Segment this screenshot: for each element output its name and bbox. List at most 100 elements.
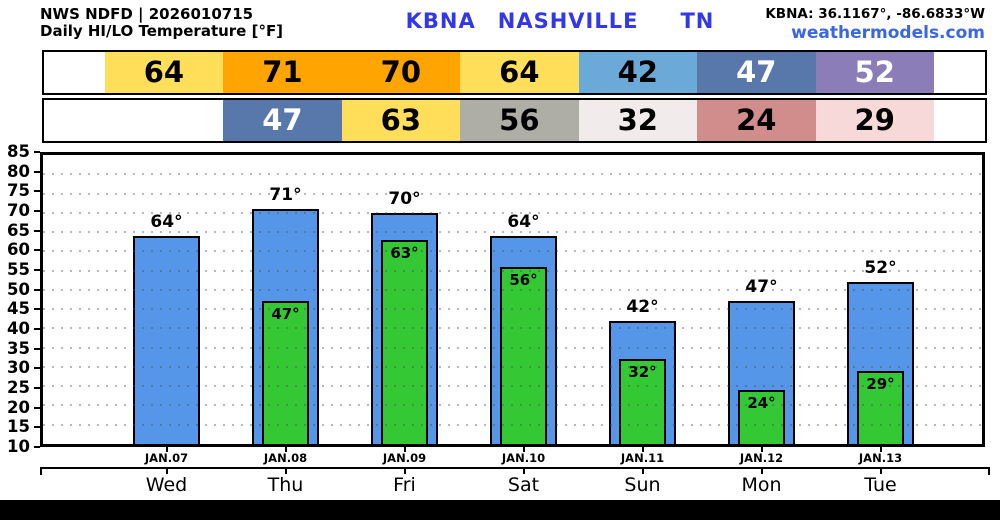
lo-strip-cell-3: 56 <box>460 100 579 141</box>
y-tick-mark-10 <box>34 446 40 448</box>
station-name: NASHVILLE <box>497 9 639 33</box>
hi-bar-JAN.07 <box>133 235 200 444</box>
lo-strip-cell-4: 32 <box>578 100 698 141</box>
day-axis-end-tick-left <box>40 467 42 475</box>
y-tick-mark-45 <box>34 308 40 311</box>
y-tick-label-50: 50 <box>7 279 30 299</box>
hi-strip-cell-0: 64 <box>104 52 224 93</box>
y-tick-label-35: 35 <box>7 338 30 358</box>
lo-bar-JAN.09: 63° <box>381 239 428 444</box>
y-tick-label-55: 55 <box>7 260 30 279</box>
hi-strip-cell-5: 47 <box>697 52 816 93</box>
footer-bar <box>0 500 1000 520</box>
date-tick-JAN.10 <box>522 447 525 452</box>
y-tick-mark-85 <box>34 151 40 153</box>
date-axis: JAN.07 JAN.08 JAN.09 JAN.10 JAN.11 JAN.12 JAN.… <box>43 447 982 467</box>
hi-bar-value-JAN.07: 64° <box>150 211 183 232</box>
lo-bar-value-JAN.11: 32° <box>628 363 657 382</box>
day-label-Tue: Tue <box>864 474 897 496</box>
y-tick-label-75: 75 <box>7 181 30 201</box>
y-axis: 85 80 75 70 65 60 55 50 45 40 35 30 25 20 15 10 <box>0 142 40 456</box>
date-label-JAN.09: JAN.09 <box>382 451 427 465</box>
day-tick-Wed <box>165 467 168 474</box>
y-tick-label-45: 45 <box>7 299 30 319</box>
chart-title: Daily HI/LO Temperature [°F] <box>40 22 284 40</box>
y-tick-mark-65 <box>34 229 40 232</box>
y-tick-mark-25 <box>34 387 40 389</box>
day-label-Mon: Mon <box>741 474 782 496</box>
station-code: KBNA <box>405 9 476 33</box>
lo-strip-cell-5: 24 <box>697 100 816 141</box>
day-label-Sun: Sun <box>624 474 661 496</box>
day-tick-Tue <box>879 467 882 474</box>
lo-bar-JAN.11: 32° <box>619 359 666 444</box>
hi-strip-lead-spacer <box>44 52 105 93</box>
day-label-Sat: Sat <box>507 474 540 496</box>
hi-strip-cell-4: 42 <box>578 52 698 93</box>
lo-bar-JAN.13: 29° <box>857 370 904 444</box>
header-left: NWS NDFD | 2026010715 Daily HI/LO Temper… <box>40 6 283 40</box>
bars-layer: 64° 71° 47° 70° 63° 64° 56° 42° 32° 47° 24° 52° 29° <box>43 155 982 444</box>
y-tick-mark-55 <box>34 269 40 271</box>
y-tick-mark-80 <box>34 170 40 173</box>
lo-bar-value-JAN.10: 56° <box>509 270 538 289</box>
day-label-Wed: Wed <box>145 474 188 496</box>
y-tick-label-60: 60 <box>7 240 30 260</box>
lo-strip-cell-0 <box>104 100 224 141</box>
date-label-JAN.12: JAN.12 <box>739 451 784 465</box>
hi-strip-tail-spacer <box>933 52 985 93</box>
station-coordinates: KBNA: 36.1167°, -86.6833°W <box>765 6 985 22</box>
y-tick-mark-15 <box>34 426 40 429</box>
day-tick-Fri <box>403 467 406 474</box>
y-tick-label-30: 30 <box>7 358 30 378</box>
date-label-JAN.11: JAN.11 <box>620 451 665 465</box>
hi-temperature-strip: 64 71 70 64 42 47 52 <box>42 50 987 95</box>
hi-bar-value-JAN.11: 42° <box>626 296 659 317</box>
y-tick-label-15: 15 <box>7 417 30 437</box>
day-tick-Sat <box>522 467 525 474</box>
hi-strip-cell-1: 71 <box>223 52 342 93</box>
y-tick-label-85: 85 <box>7 142 30 161</box>
day-label-Fri: Fri <box>393 474 416 496</box>
date-tick-JAN.09 <box>403 447 406 452</box>
hi-bar-value-JAN.08: 71° <box>269 184 302 205</box>
date-tick-JAN.08 <box>284 447 287 452</box>
hi-strip-cell-6: 52 <box>815 52 934 93</box>
plot-area: 64° 71° 47° 70° 63° 64° 56° 42° 32° 47° 24° 52° 29° <box>40 152 985 447</box>
y-tick-label-40: 40 <box>7 319 30 338</box>
lo-bar-value-JAN.09: 63° <box>390 243 419 262</box>
lo-strip-cell-2: 63 <box>341 100 461 141</box>
lo-strip-tail-spacer <box>933 100 985 141</box>
lo-strip-cell-6: 29 <box>815 100 934 141</box>
date-tick-JAN.13 <box>879 447 882 452</box>
date-tick-JAN.12 <box>760 447 763 452</box>
model-run-label: NWS NDFD | 2026010715 <box>40 5 254 23</box>
station-state: TN <box>680 9 715 33</box>
y-tick-mark-30 <box>34 367 40 370</box>
y-tick-label-70: 70 <box>7 201 30 220</box>
date-tick-JAN.11 <box>641 447 644 452</box>
y-tick-label-25: 25 <box>7 378 30 397</box>
hi-strip-cell-3: 64 <box>460 52 579 93</box>
y-tick-mark-35 <box>34 347 40 350</box>
day-tick-Thu <box>284 467 287 474</box>
hi-bar-value-JAN.13: 52° <box>864 258 897 279</box>
lo-bar-value-JAN.08: 47° <box>271 305 300 324</box>
header-right: KBNA: 36.1167°, -86.6833°W weathermodels… <box>765 6 985 43</box>
site-link[interactable]: weathermodels.com <box>791 23 985 43</box>
lo-strip-lead-spacer <box>44 100 105 141</box>
date-label-JAN.10: JAN.10 <box>501 451 546 465</box>
y-tick-mark-20 <box>34 406 40 409</box>
lo-bar-JAN.08: 47° <box>262 301 309 444</box>
y-tick-label-80: 80 <box>7 161 30 181</box>
date-tick-JAN.07 <box>165 447 168 452</box>
y-tick-mark-75 <box>34 190 40 193</box>
day-axis: Wed Thu Fri Sat Sun Mon Tue <box>40 467 990 497</box>
lo-bar-JAN.10: 56° <box>500 266 547 444</box>
hi-bar-value-JAN.09: 70° <box>388 188 421 209</box>
y-tick-label-65: 65 <box>7 220 30 240</box>
day-tick-Sun <box>641 467 644 474</box>
lo-temperature-strip: 47 63 56 32 24 29 <box>42 98 987 143</box>
hi-strip-cell-2: 70 <box>341 52 461 93</box>
